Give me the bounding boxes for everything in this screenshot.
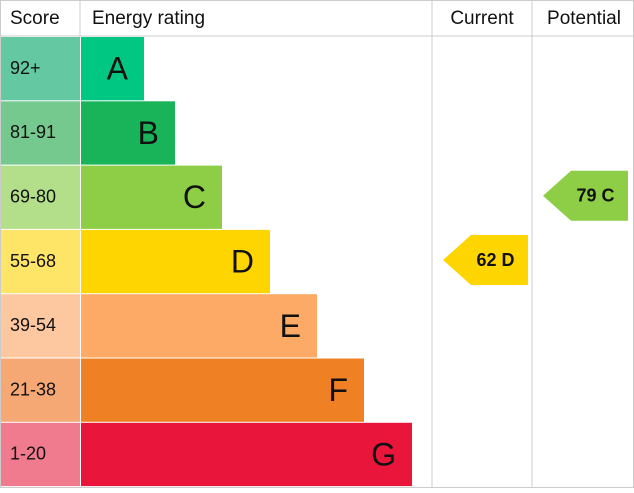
score-label: 1-20 xyxy=(10,444,46,464)
score-label: 81-91 xyxy=(10,122,56,142)
rating-letter: G xyxy=(371,436,396,472)
rating-bar xyxy=(81,294,317,358)
score-cell xyxy=(1,422,80,487)
rating-bar xyxy=(81,422,412,487)
score-cell xyxy=(1,37,80,101)
rating-letter: F xyxy=(328,372,348,408)
rating-letter: B xyxy=(138,115,159,151)
score-cell xyxy=(1,165,80,229)
rating-letter: A xyxy=(107,51,129,87)
header: Current xyxy=(450,8,514,29)
rating-bar xyxy=(81,37,144,101)
score-label: 69-80 xyxy=(10,187,56,207)
score-label: 21-38 xyxy=(10,379,56,399)
score-cell xyxy=(1,229,80,294)
header: Score xyxy=(10,8,60,29)
potential-label: 79 C xyxy=(576,186,614,206)
header: Potential xyxy=(547,8,621,29)
current-arrow xyxy=(443,235,528,286)
potential-arrow xyxy=(543,170,628,221)
rating-letter: D xyxy=(231,244,254,280)
score-label: 39-54 xyxy=(10,315,56,335)
header: Energy rating xyxy=(92,8,205,29)
current-label: 62 D xyxy=(476,250,514,270)
rating-letter: C xyxy=(183,179,206,215)
score-cell xyxy=(1,294,80,358)
rating-bar xyxy=(81,165,222,229)
score-label: 55-68 xyxy=(10,251,56,271)
score-cell xyxy=(1,101,80,165)
rating-bar xyxy=(81,358,364,422)
rating-bar xyxy=(81,101,175,165)
rating-bar xyxy=(81,229,270,294)
score-label: 92+ xyxy=(10,58,41,78)
score-cell xyxy=(1,358,80,422)
rating-letter: E xyxy=(280,308,301,344)
